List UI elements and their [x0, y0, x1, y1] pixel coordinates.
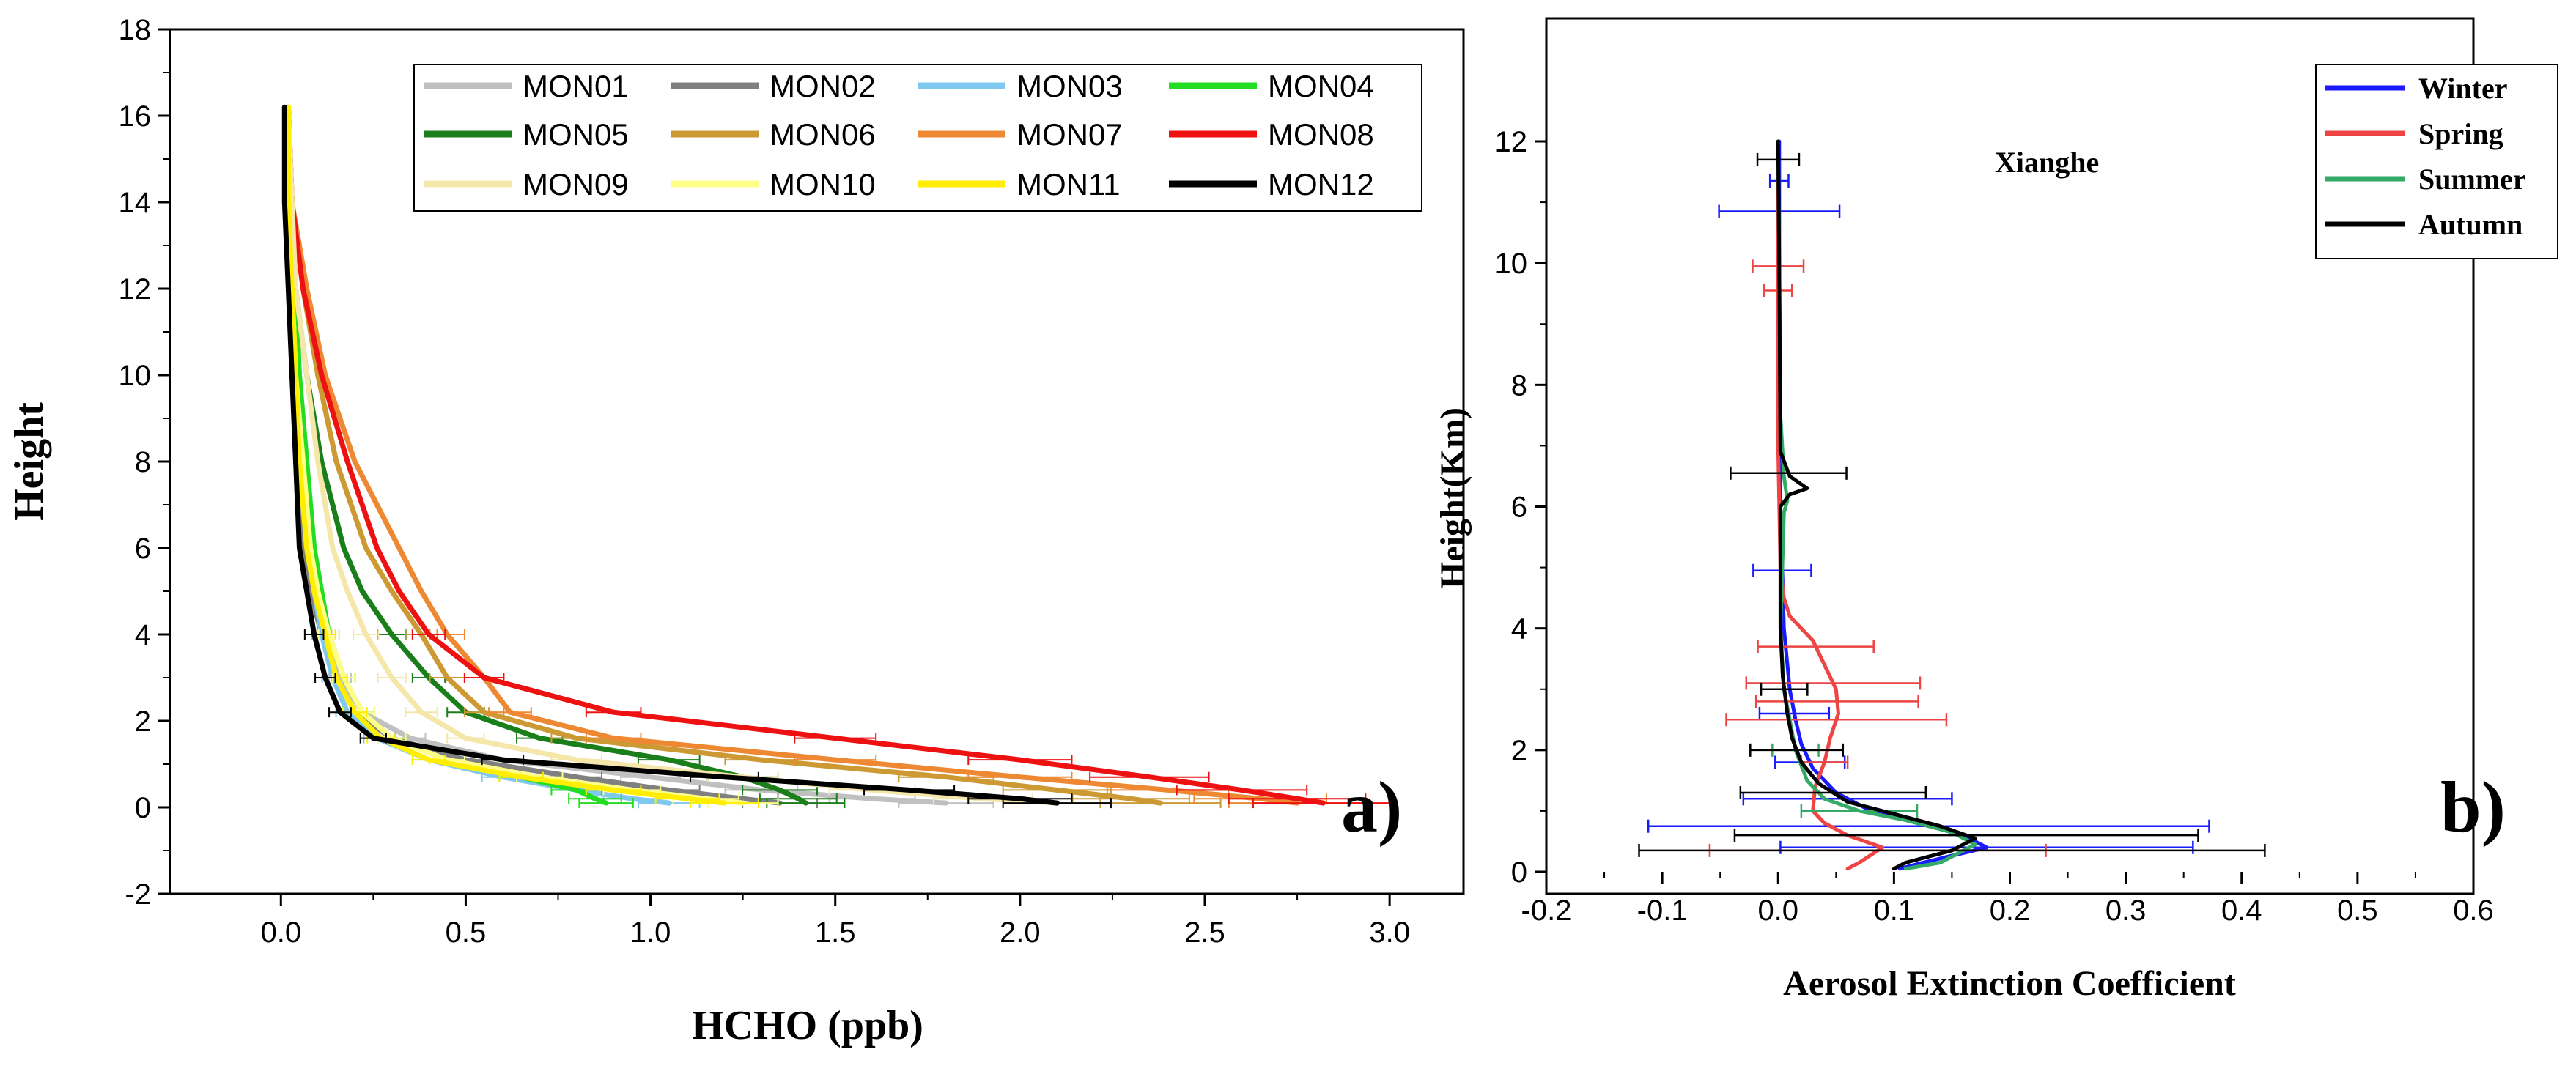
x-tick-label: 0.2 — [1990, 895, 2031, 927]
x-tick-label: -0.2 — [1521, 895, 1572, 927]
series-line-mon08 — [285, 104, 1326, 806]
y-tick-label: 14 — [119, 187, 152, 219]
y-tick-label: 6 — [135, 533, 151, 565]
legend-label-mon10: MON10 — [770, 167, 876, 201]
y-tick-label: 2 — [1511, 735, 1527, 767]
panel-a-x-axis-title: HCHO (ppb) — [692, 1003, 923, 1048]
x-tick-label: 0.5 — [446, 916, 487, 949]
panel-b-tag: b) — [2440, 766, 2506, 848]
y-tick-label: 12 — [119, 273, 152, 305]
y-tick-label: 12 — [1495, 126, 1528, 158]
panel-a-tag: a) — [1341, 766, 1402, 848]
panel-a-x-ticks: 0.0 0.5 1.0 1.5 2.0 2.5 3.0 — [260, 894, 1410, 949]
legend-label-mon07: MON07 — [1016, 117, 1123, 152]
y-tick-label: 4 — [135, 619, 151, 651]
x-tick-label: 2.5 — [1184, 916, 1225, 949]
series-line-mon12 — [281, 104, 1060, 806]
x-tick-label: 0.1 — [1874, 895, 1915, 927]
panel-b-plot-frame — [1545, 17, 2475, 895]
y-tick-label: 4 — [1511, 613, 1527, 645]
y-tick-label: 18 — [119, 14, 152, 46]
y-tick-label: 8 — [1511, 369, 1527, 401]
legend-label-mon12: MON12 — [1268, 167, 1374, 201]
y-tick-label: 6 — [1511, 492, 1527, 524]
y-tick-label: 2 — [135, 705, 151, 738]
series-line-autumn — [1776, 139, 1977, 871]
x-tick-label: 0.0 — [1757, 895, 1798, 927]
legend-label-mon05: MON05 — [523, 117, 629, 152]
panel-b-series-group — [1638, 139, 2266, 871]
legend-label-spring: Spring — [2418, 117, 2503, 150]
legend-label-mon09: MON09 — [523, 167, 629, 201]
x-tick-label: 0.3 — [2106, 895, 2147, 927]
series-line-winter — [1777, 139, 1989, 871]
panel-a-legend: MON01 MON02 MON03 MON04 MON05 MON06 MON07 MON08… — [413, 64, 1422, 212]
x-tick-label: -0.1 — [1637, 895, 1688, 927]
panel-a-hcho-profiles: 0.0 0.5 1.0 1.5 2.0 2.5 3.0 -2024681012141618 … — [7, 14, 1465, 1048]
x-tick-label: 0.0 — [260, 916, 301, 949]
x-tick-label: 0.4 — [2221, 895, 2262, 927]
panel-b-legend: Winter Spring Summer Autumn — [2315, 64, 2558, 259]
legend-label-mon04: MON04 — [1268, 69, 1374, 103]
y-tick-label: 0 — [135, 792, 151, 824]
panel-b-site-annotation: Xianghe — [1995, 146, 2099, 179]
x-tick-label: 3.0 — [1369, 916, 1410, 949]
y-tick-label: 0 — [1511, 856, 1527, 889]
panel-a-y-axis-title: Height — [7, 402, 52, 521]
series-line-mon11 — [285, 104, 727, 806]
x-tick-label: 1.5 — [815, 916, 856, 949]
x-tick-label: 1.0 — [630, 916, 671, 949]
legend-label-autumn: Autumn — [2418, 208, 2523, 241]
panel-a-y-ticks: -2 0 2 4 6 8 10 12 14 16 18 — [119, 14, 170, 911]
legend-label-mon02: MON02 — [770, 69, 876, 103]
legend-label-mon01: MON01 — [523, 69, 629, 103]
legend-label-mon11: MON11 — [1016, 167, 1121, 201]
y-tick-label: 8 — [135, 446, 151, 478]
y-tick-label: 16 — [119, 100, 152, 133]
y-tick-label: -2 — [125, 878, 151, 911]
series-line-mon07 — [285, 104, 1300, 806]
x-tick-label: 0.5 — [2337, 895, 2378, 927]
panel-b-aerosol-profiles: -0.2 -0.1 0.0 0.1 0.2 0.3 0.4 0.5 0.6 024681012 … — [1433, 17, 2558, 1003]
panel-b-y-axis-title: Height(Km) — [1433, 407, 1472, 589]
series-line-spring — [1776, 139, 1885, 871]
legend-label-mon08: MON08 — [1268, 117, 1374, 152]
legend-label-summer: Summer — [2418, 163, 2526, 196]
panel-b-x-axis-title: Aerosol Extinction Coefficient — [1783, 964, 2236, 1003]
panel-b-x-ticks: -0.2 -0.1 0.0 0.1 0.2 0.3 0.4 0.5 0.6 — [1521, 872, 2494, 927]
y-tick-label: 10 — [119, 360, 152, 392]
legend-label-mon06: MON06 — [770, 117, 876, 152]
panel-a-plot-frame — [169, 28, 1465, 895]
legend-label-mon03: MON03 — [1016, 69, 1123, 103]
y-tick-label: 10 — [1495, 248, 1528, 280]
panel-a-series-group — [281, 104, 1394, 809]
x-tick-label: 0.6 — [2453, 895, 2494, 927]
x-tick-label: 2.0 — [1000, 916, 1041, 949]
legend-label-winter: Winter — [2418, 72, 2507, 105]
panel-b-y-ticks: 0 2 4 6 8 10 12 — [1495, 126, 1546, 889]
